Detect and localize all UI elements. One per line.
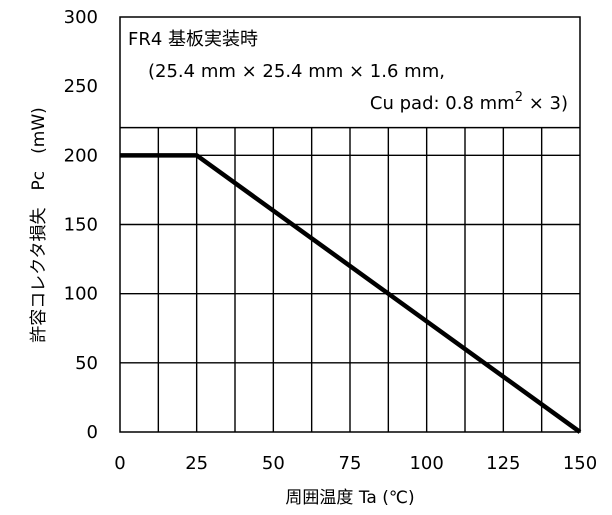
annotation-line-2: (25.4 mm × 25.4 mm × 1.6 mm, <box>148 61 445 82</box>
y-tick-label: 300 <box>64 7 98 28</box>
y-tick-labels: 0 50 100 150 200 250 300 <box>64 7 98 443</box>
x-tick-labels: 0 25 50 75 100 125 150 <box>114 453 597 474</box>
x-tick-label: 100 <box>409 453 443 474</box>
x-tick-label: 50 <box>262 453 285 474</box>
series-layer <box>120 153 582 434</box>
y-tick-label: 250 <box>64 76 98 97</box>
y-tick-label: 100 <box>64 284 98 305</box>
y-tick-label: 0 <box>87 422 98 443</box>
x-tick-label: 75 <box>339 453 362 474</box>
x-tick-label: 125 <box>486 453 520 474</box>
x-tick-label: 25 <box>185 453 208 474</box>
grid-lines <box>120 127 580 432</box>
x-tick-label: 0 <box>114 453 125 474</box>
y-tick-label: 50 <box>75 353 98 374</box>
annotation-line-1: FR4 基板実装時 <box>128 29 258 50</box>
derating-curve <box>120 153 582 434</box>
annotation-superscript: 2 <box>515 90 523 105</box>
y-axis-title: 許容コレクタ損失 Pc (mW) <box>29 107 49 343</box>
annotation-line-3-tail: × 3) <box>523 93 568 114</box>
y-tick-label: 150 <box>64 215 98 236</box>
plot-frame <box>119 16 581 433</box>
x-tick-label: 150 <box>563 453 597 474</box>
y-tick-label: 200 <box>64 145 98 166</box>
annotation-line-3: Cu pad: 0.8 mm2 × 3) <box>370 90 568 114</box>
x-axis-title: 周囲温度 Ta (℃) <box>285 488 414 508</box>
annotation-line-3-main: Cu pad: 0.8 mm <box>370 93 515 114</box>
